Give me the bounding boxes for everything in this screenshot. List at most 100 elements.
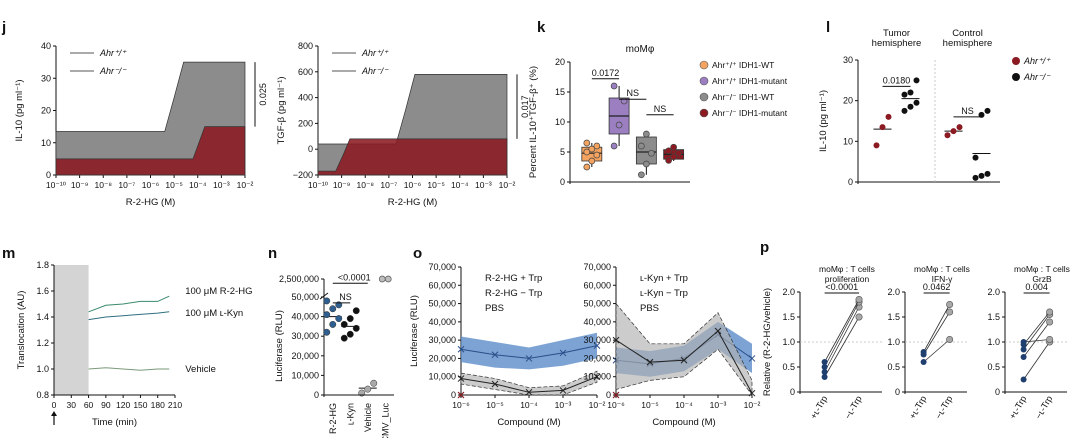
data-point [978, 111, 985, 118]
legend-label: Ahr⁺/⁺ IDH1-WT [712, 60, 774, 70]
series-label: Vehicle [185, 364, 216, 375]
legend-swatch [699, 60, 709, 70]
data-point [610, 82, 618, 90]
y-tick-label: 20 [555, 57, 565, 67]
x-category-label: +ʟ-Trp [1007, 394, 1028, 421]
data-point [670, 153, 677, 161]
data-point [913, 77, 920, 84]
legend-label: PBS [485, 303, 504, 314]
y-tick-label: 600 [298, 67, 313, 77]
data-point [984, 107, 991, 114]
legend-swatch [1012, 57, 1020, 65]
y-axis-label: Percent IL-10⁺TGF-β⁺ (%) [528, 66, 539, 178]
data-point [950, 128, 957, 135]
x-tick-label: 0 [52, 400, 57, 410]
data-point [588, 145, 596, 153]
y-tick-label: 20,000 [291, 351, 319, 361]
panel-label-m: m [2, 245, 15, 262]
y-tick-label: 40 [41, 41, 51, 51]
y-tick-label: 0 [790, 387, 795, 397]
pair-line [1023, 311, 1050, 345]
x-tick-label: 10⁻³ [710, 400, 727, 410]
panel-title: moMφ : T cells [819, 264, 875, 274]
section-title: Control [952, 28, 983, 39]
data-point [946, 300, 954, 308]
data-point [643, 130, 650, 138]
x-tick-label: 10⁻² [499, 180, 516, 190]
data-point [1020, 354, 1027, 360]
y-tick-label: 0.8 [36, 390, 49, 400]
comparison-label: 0.0180 [883, 75, 911, 85]
data-point [615, 121, 623, 129]
legend-swatch [1012, 73, 1020, 81]
legend-label: Ahr⁻/⁻ IDH1-WT [712, 92, 774, 102]
chart-o-r2hg: 0 10,000 20,000 30,000 40,000 50,000 60,000 70,… [409, 262, 606, 428]
y-tick-label: 1.5 [887, 312, 900, 322]
x-tick-label: 60 [84, 400, 94, 410]
panel-title: IFN-γ [932, 274, 954, 284]
y-tick-label: 0 [606, 390, 611, 400]
data-point [329, 320, 337, 328]
legend-label: Ahr⁻/⁻ [1023, 72, 1051, 82]
data-point [944, 132, 951, 139]
x-tick-label: 30 [67, 400, 77, 410]
x-tick-label: 10⁻² [237, 180, 254, 190]
comparison-label: NS [961, 106, 974, 116]
y-tick-label: 2.0 [887, 287, 900, 297]
data-point [323, 311, 331, 319]
y-tick-label: 0.5 [987, 362, 1000, 372]
pair-line [1023, 339, 1050, 343]
y-tick-label: 40,000 [428, 317, 456, 327]
data-point [588, 157, 596, 165]
panel-title: moMφ [626, 44, 655, 55]
data-marker [748, 389, 756, 397]
y-tick-label: 0.5 [782, 362, 795, 372]
y-tick-label: 5 [560, 147, 565, 157]
legend-label: Ahr⁺/⁺ IDH1-mutant [712, 76, 788, 86]
chart-j-il10: 0 10 20 30 40 10⁻¹⁰ 10⁻⁹ 10⁻⁸ 10⁻⁷ 10⁻⁶ 10⁻⁵ 10⁻⁴ 10… [14, 41, 268, 208]
annotation-p-value: 0.017 [520, 95, 530, 118]
pair-line [1023, 321, 1050, 358]
data-marker [559, 387, 567, 394]
data-point [1046, 308, 1054, 316]
x-tick-label: 10⁻⁶ [452, 400, 469, 410]
y-tick-label: 50,000 [428, 299, 456, 309]
data-marker [593, 342, 601, 349]
pbs-marker [612, 391, 620, 399]
data-marker [491, 351, 499, 359]
legend-label: R-2-HG + Trp [485, 273, 542, 284]
y-tick-label: 50,000 [291, 292, 319, 302]
data-point [1046, 318, 1054, 326]
data-point [352, 307, 360, 315]
y-tick-label: 0 [995, 387, 1000, 397]
data-point [901, 91, 908, 98]
y-tick-label: 1.4 [36, 312, 49, 322]
panel-label-n: n [268, 245, 277, 262]
data-point [913, 99, 920, 106]
data-point [855, 295, 863, 303]
data-point [610, 142, 618, 150]
y-tick-label: 15 [555, 87, 565, 97]
y-axis-label: Relative (R-2-HG/vehicle) [762, 288, 773, 396]
data-point [665, 157, 672, 164]
data-point [323, 297, 331, 305]
data-point [1020, 346, 1027, 353]
x-tick-label: 10⁻⁶ [607, 400, 624, 410]
data-point [907, 89, 914, 96]
data-point [1046, 335, 1054, 343]
panel-label-p: p [760, 239, 769, 256]
y-tick-label: 0 [451, 390, 456, 400]
data-point [873, 142, 880, 149]
y-tick-label: 30 [41, 73, 51, 83]
pair-line [824, 301, 860, 368]
x-tick-label: 120 [116, 400, 130, 410]
arrow-head [51, 411, 57, 416]
pair-line [824, 316, 860, 378]
chart-o-kyn: 0 10,000 20,000 30,000 40,000 50,000 60,000 70,… [583, 262, 760, 428]
legend-label: Ahr⁻/⁻ [99, 66, 127, 76]
y-tick-label: 1.0 [782, 337, 795, 347]
data-point [384, 275, 392, 283]
legend-label: ʟ-Kyn + Trp [640, 273, 688, 284]
